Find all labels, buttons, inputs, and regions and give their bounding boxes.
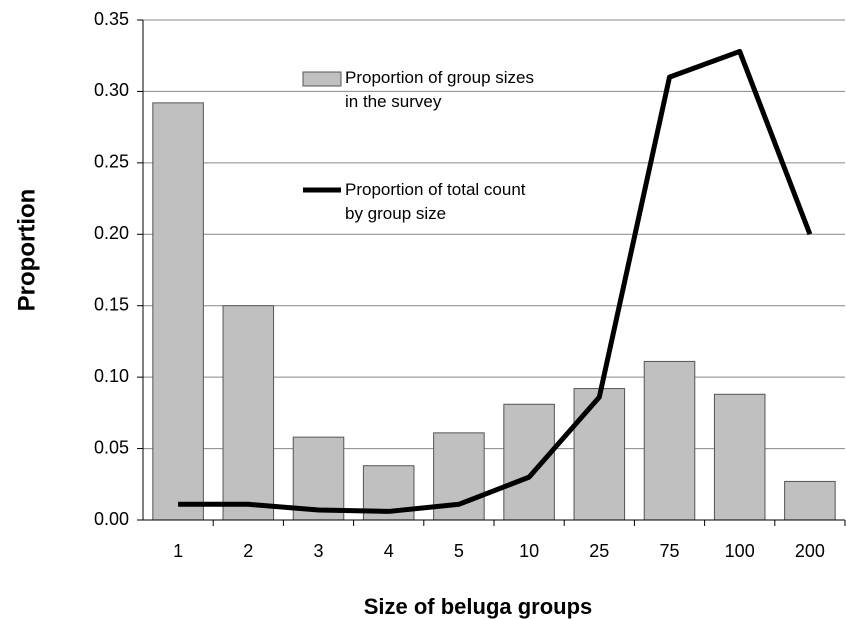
x-tick-label: 2 — [243, 541, 253, 561]
y-axis-label: Proportion — [13, 189, 40, 312]
y-tick-label: 0.20 — [94, 223, 129, 243]
y-tick-label: 0.10 — [94, 366, 129, 386]
x-tick-label: 200 — [795, 541, 825, 561]
legend-swatch — [302, 71, 342, 87]
bar — [573, 388, 626, 521]
y-tick-label: 0.35 — [94, 9, 129, 29]
legend-label: Proportion of group sizes in the survey — [345, 68, 534, 111]
bar — [713, 393, 766, 521]
bar — [503, 403, 555, 521]
y-tick-label: 0.00 — [94, 509, 129, 529]
x-tick-label: 3 — [313, 541, 323, 561]
x-tick-label: 5 — [454, 541, 464, 561]
x-tick-label: 10 — [519, 541, 539, 561]
y-tick-label: 0.15 — [94, 294, 129, 314]
x-tick-label: 25 — [589, 541, 609, 561]
bar — [643, 360, 696, 521]
x-tick-label: 75 — [659, 541, 679, 561]
line — [178, 48, 813, 514]
x-tick-label: 4 — [384, 541, 394, 561]
x-tick-label: 1 — [173, 541, 183, 561]
y-tick-label: 0.05 — [94, 437, 129, 457]
x-axis-label: Size of beluga groups — [364, 594, 593, 619]
y-tick-label: 0.25 — [94, 152, 129, 172]
bar — [152, 102, 204, 521]
legend-label: Proportion of total count by group size — [345, 180, 526, 223]
y-tick-label: 0.30 — [94, 80, 129, 100]
bar — [784, 480, 836, 521]
bar — [222, 305, 275, 521]
x-tick-label: 100 — [725, 541, 755, 561]
